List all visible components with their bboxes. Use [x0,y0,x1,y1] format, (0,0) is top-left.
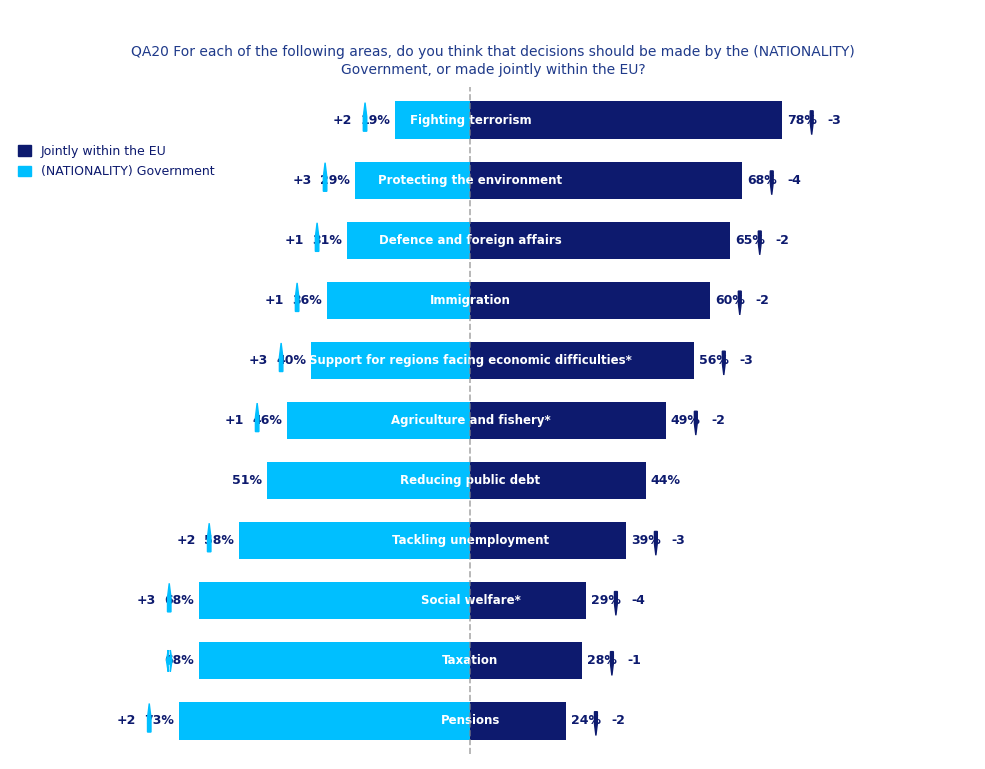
Bar [471,582,586,619]
Text: +3: +3 [137,594,157,608]
Text: 68%: 68% [164,594,194,608]
Bar [238,522,471,559]
Polygon shape [166,650,172,671]
Text: 51%: 51% [232,474,262,487]
Text: +3: +3 [293,174,312,187]
Bar [471,702,566,740]
Text: +2: +2 [176,534,196,548]
Polygon shape [654,531,657,555]
Text: Protecting the environment: Protecting the environment [378,174,562,187]
Text: 31%: 31% [312,234,342,247]
Text: -4: -4 [631,594,645,608]
Text: +1: +1 [225,414,244,427]
Bar [471,642,582,680]
Text: 60%: 60% [715,294,745,307]
Text: 29%: 29% [320,174,350,187]
Text: Agriculture and fishery*: Agriculture and fishery* [391,414,551,427]
Text: 73%: 73% [145,714,174,727]
Bar [355,161,471,199]
Text: 44%: 44% [651,474,681,487]
Bar [199,582,471,619]
Text: 24%: 24% [571,714,601,727]
Text: 40%: 40% [276,354,306,367]
Text: Immigration: Immigration [430,294,511,307]
Polygon shape [722,351,725,375]
Legend: Jointly within the EU, (NATIONALITY) Government: Jointly within the EU, (NATIONALITY) Gov… [13,140,220,184]
Bar [395,102,471,138]
Polygon shape [739,291,742,315]
Polygon shape [611,651,614,675]
Polygon shape [363,102,366,131]
Text: Reducing public debt: Reducing public debt [401,474,541,487]
Text: 29%: 29% [591,594,621,608]
Bar [471,462,646,499]
Bar [178,702,471,740]
Bar [471,281,710,319]
Text: +2: +2 [117,714,136,727]
Bar [471,522,626,559]
Text: -1: -1 [627,654,641,667]
Text: -2: -2 [775,234,789,247]
Polygon shape [615,591,618,615]
Text: -2: -2 [755,294,769,307]
Polygon shape [694,411,697,435]
Bar [327,281,471,319]
Text: -2: -2 [711,414,726,427]
Text: 65%: 65% [735,234,764,247]
Polygon shape [758,231,761,255]
Polygon shape [770,171,773,195]
Text: 46%: 46% [252,414,282,427]
Text: QA20 For each of the following areas, do you think that decisions should be made: QA20 For each of the following areas, do… [131,45,855,77]
Polygon shape [208,523,211,552]
Text: Fighting terrorism: Fighting terrorism [410,114,531,127]
Text: 49%: 49% [671,414,700,427]
Bar [347,221,471,259]
Text: Taxation: Taxation [442,654,498,667]
Text: -2: -2 [612,714,625,727]
Text: Support for regions facing economic difficulties*: Support for regions facing economic diff… [309,354,632,367]
Text: 78%: 78% [787,114,817,127]
Text: Pensions: Pensions [441,714,500,727]
Polygon shape [167,584,171,612]
Bar [471,102,782,138]
Text: 56%: 56% [698,354,729,367]
Bar [471,402,666,439]
Text: +1: +1 [285,234,304,247]
Bar [471,221,730,259]
Bar [287,402,471,439]
Bar [310,341,471,379]
Polygon shape [323,163,327,191]
Polygon shape [255,403,259,431]
Bar [471,341,694,379]
Polygon shape [148,704,151,732]
Bar [267,462,471,499]
Text: Social welfare*: Social welfare* [421,594,520,608]
Text: 39%: 39% [630,534,661,548]
Text: 58%: 58% [204,534,234,548]
Polygon shape [811,111,814,135]
Text: 36%: 36% [293,294,322,307]
Bar [199,642,471,680]
Text: +1: +1 [265,294,284,307]
Text: -3: -3 [827,114,841,127]
Text: 68%: 68% [747,174,776,187]
Text: -3: -3 [740,354,754,367]
Polygon shape [315,223,319,251]
Polygon shape [280,343,283,371]
Text: +2: +2 [333,114,352,127]
Polygon shape [296,283,298,311]
Text: Tackling unemployment: Tackling unemployment [392,534,549,548]
Text: 28%: 28% [587,654,617,667]
Bar [471,161,743,199]
Text: 68%: 68% [164,654,194,667]
Text: -3: -3 [672,534,686,548]
Polygon shape [595,711,597,735]
Text: 19%: 19% [361,114,390,127]
Text: -4: -4 [787,174,802,187]
Text: Defence and foreign affairs: Defence and foreign affairs [379,234,561,247]
Text: +3: +3 [249,354,268,367]
